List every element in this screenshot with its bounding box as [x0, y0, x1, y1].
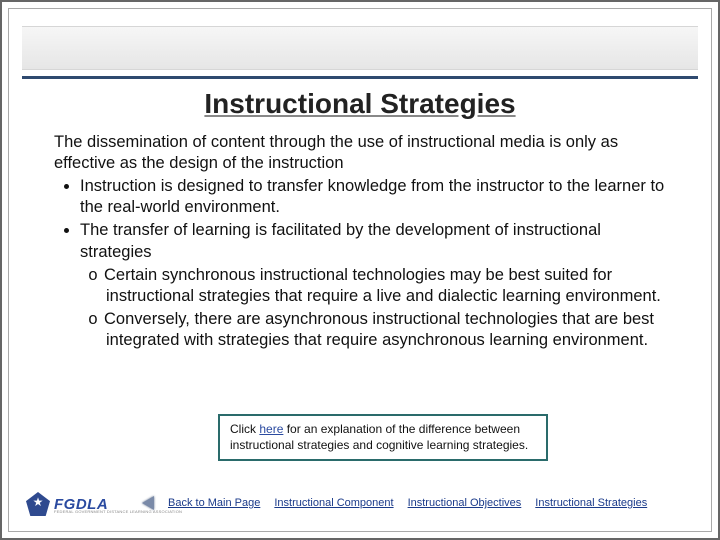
bullet-list: Instruction is designed to transfer know…: [54, 176, 666, 351]
bullet-text: The transfer of learning is facilitated …: [80, 221, 601, 260]
sub-bullet-list: Certain synchronous instructional techno…: [80, 265, 666, 351]
fgdla-logo: FGDLA FEDERAL GOVERNMENT DISTANCE LEARNI…: [26, 492, 108, 516]
bottom-nav: Back to Main Page Instructional Componen…: [142, 496, 698, 510]
bullet-text: Instruction is designed to transfer know…: [80, 177, 664, 216]
nav-link-component[interactable]: Instructional Component: [274, 497, 393, 509]
bullet-item: The transfer of learning is facilitated …: [80, 220, 666, 351]
callout-link[interactable]: here: [259, 422, 283, 436]
nav-back-link[interactable]: Back to Main Page: [168, 497, 260, 509]
pentagon-icon: [26, 492, 50, 516]
callout-prefix: Click: [230, 422, 259, 436]
bullet-item: Instruction is designed to transfer know…: [80, 176, 666, 218]
back-arrow-icon[interactable]: [142, 496, 154, 510]
header-rule: [22, 76, 698, 79]
nav-link-strategies[interactable]: Instructional Strategies: [535, 497, 647, 509]
body-text: The dissemination of content through the…: [54, 132, 666, 351]
slide-frame: Instructional Strategies The disseminati…: [0, 0, 720, 540]
callout-box: Click here for an explanation of the dif…: [218, 414, 548, 461]
page-title: Instructional Strategies: [2, 88, 718, 120]
lead-paragraph: The dissemination of content through the…: [54, 132, 666, 174]
header-band: [22, 26, 698, 70]
sub-bullet-item: Conversely, there are asynchronous instr…: [106, 309, 666, 351]
nav-link-objectives[interactable]: Instructional Objectives: [408, 497, 522, 509]
sub-bullet-item: Certain synchronous instructional techno…: [106, 265, 666, 307]
